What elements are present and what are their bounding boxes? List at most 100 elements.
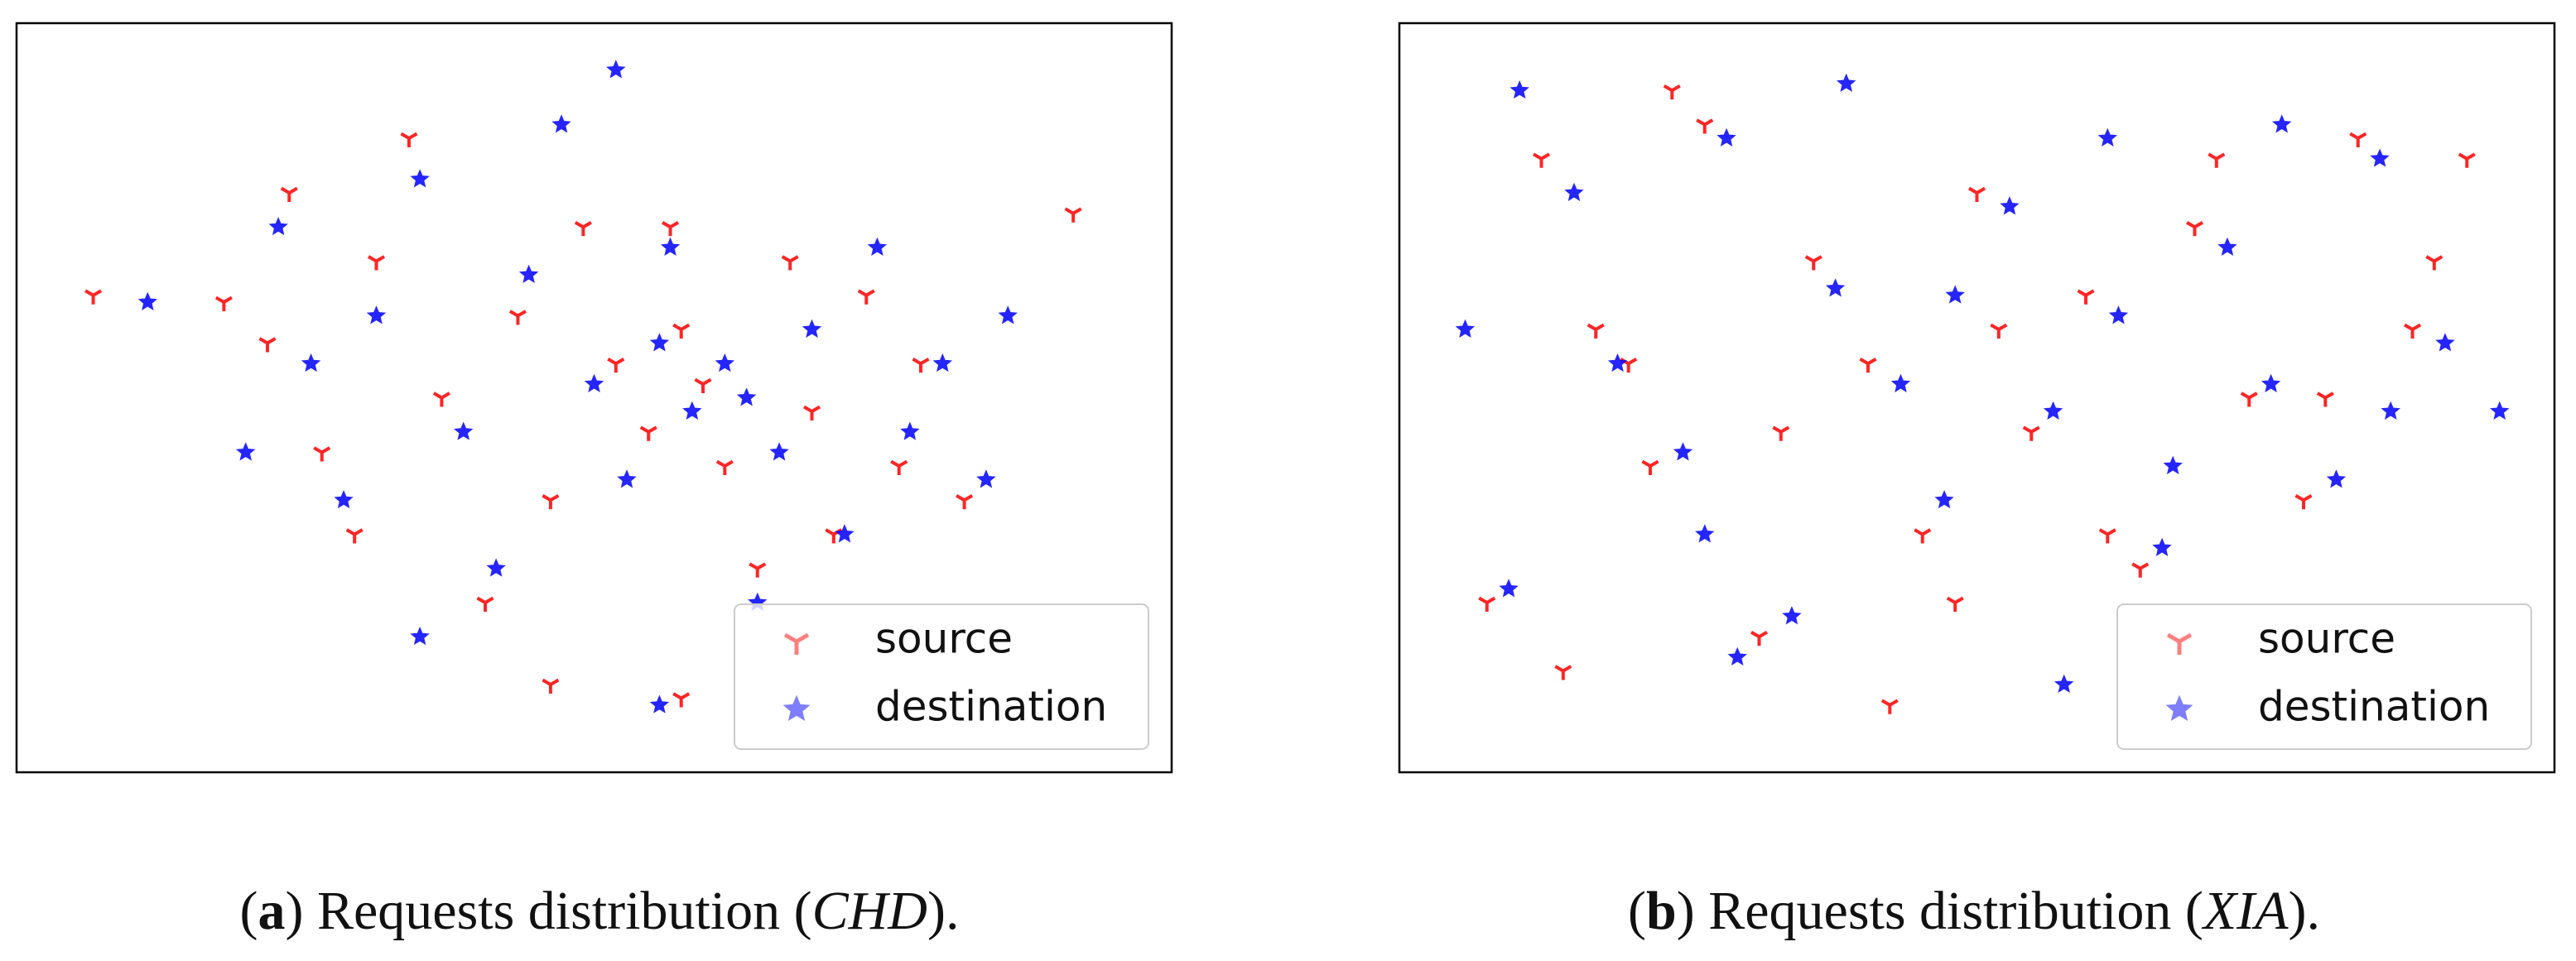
point: [1554, 665, 1572, 680]
legend-marker: [2165, 694, 2193, 721]
point: [672, 323, 691, 339]
point: [932, 353, 953, 372]
point: [2381, 401, 2400, 420]
point: [2022, 425, 2040, 441]
point: [2349, 132, 2367, 147]
caption-part: ).: [2288, 881, 2319, 941]
caption-part: ).: [927, 881, 959, 941]
point: [682, 401, 702, 420]
legend: source destination: [734, 603, 1149, 750]
point: [802, 319, 822, 338]
legend-marker: [783, 632, 810, 655]
point: [802, 405, 821, 420]
point: [366, 305, 387, 324]
point: [486, 558, 506, 577]
point: [900, 421, 920, 440]
point: [2185, 221, 2204, 237]
legend-box: [734, 603, 1149, 750]
point: [1967, 186, 1986, 202]
point: [1564, 182, 1584, 201]
point: [334, 490, 354, 509]
point: [998, 305, 1018, 324]
point: [2152, 537, 2172, 556]
point: [367, 255, 386, 271]
point: [694, 377, 712, 393]
point: [400, 132, 418, 147]
legend-box: [2116, 603, 2532, 750]
legend-label: destination: [875, 683, 1107, 731]
point: [672, 692, 691, 708]
point: [2077, 289, 2095, 305]
point: [432, 392, 450, 407]
point: [214, 296, 233, 311]
caption-part: (: [240, 881, 258, 941]
point: [749, 562, 767, 578]
point: [1532, 152, 1551, 168]
point: [2108, 305, 2129, 324]
point: [607, 358, 625, 373]
point: [1750, 631, 1769, 646]
point: [1914, 528, 1932, 544]
point: [2054, 674, 2074, 693]
point: [736, 387, 757, 406]
point: [1673, 442, 1693, 461]
legend: source destination: [2116, 603, 2532, 750]
point: [1934, 490, 1954, 509]
legend-label: destination: [2258, 683, 2490, 731]
legend-marker: [782, 694, 811, 721]
point: [2097, 127, 2118, 147]
point: [235, 442, 256, 461]
caption-dataset: CHD: [812, 881, 927, 941]
point: [84, 289, 103, 305]
point: [410, 627, 430, 646]
point: [639, 425, 657, 441]
legend-label: source: [875, 615, 1013, 663]
point: [835, 524, 855, 543]
point: [2000, 196, 2020, 215]
point: [1859, 358, 1877, 373]
point: [410, 169, 430, 188]
caption: (a) Requests distribution (CHD).: [240, 881, 960, 941]
point: [1587, 323, 1605, 339]
point: [1727, 646, 1747, 665]
point: [2370, 148, 2390, 167]
caption-part: (: [1628, 881, 1646, 941]
point: [584, 373, 604, 392]
point: [1064, 207, 1082, 223]
point: [258, 337, 277, 353]
point: [2163, 455, 2183, 474]
point: [476, 596, 494, 612]
chart: source destination: [15, 22, 1173, 774]
point: [606, 60, 626, 79]
point: [1717, 127, 1736, 147]
point: [1696, 118, 1714, 134]
caption-part: ) Requests distribution (: [1677, 881, 2203, 941]
point: [956, 494, 974, 510]
point: [137, 291, 158, 310]
point: [1772, 425, 1790, 441]
point: [976, 469, 996, 488]
point: [1946, 596, 1964, 612]
point: [2217, 237, 2237, 256]
point: [912, 358, 930, 373]
caption-label: b: [1646, 881, 1677, 941]
point: [542, 494, 560, 510]
point: [1836, 73, 1856, 92]
point: [1990, 323, 2008, 339]
point: [542, 678, 560, 694]
point: [660, 237, 681, 256]
point: [2261, 373, 2281, 392]
point: [2208, 152, 2226, 168]
point: [1641, 459, 1659, 475]
point: [662, 221, 680, 237]
point: [649, 694, 670, 714]
point: [1890, 373, 1911, 392]
legend-label: source: [2258, 615, 2395, 663]
point: [1825, 278, 1846, 297]
point: [2458, 152, 2476, 168]
point: [313, 446, 331, 462]
chart: source destination: [1398, 22, 2556, 774]
point: [345, 528, 364, 544]
point: [715, 353, 735, 372]
point: [301, 353, 321, 372]
